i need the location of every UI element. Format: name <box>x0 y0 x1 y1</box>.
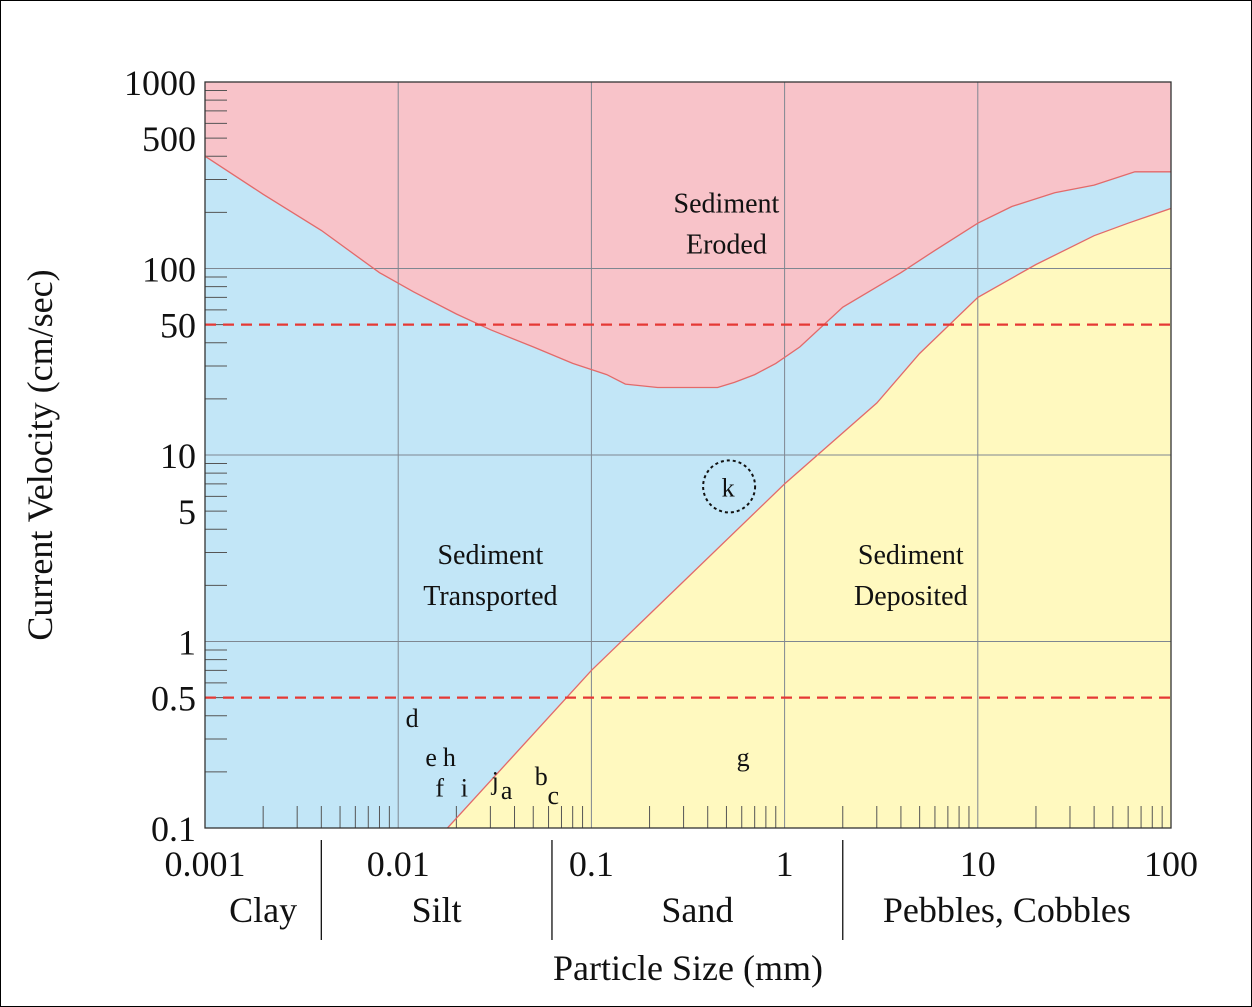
point-label: j <box>491 766 499 795</box>
plot-border <box>204 81 1172 829</box>
point-label: b <box>535 762 548 791</box>
point-label: g <box>737 743 750 772</box>
point-label: c <box>548 781 560 810</box>
size-class-label: Clay <box>229 890 297 930</box>
point-label: h <box>443 743 456 772</box>
point-label: i <box>461 773 468 802</box>
point-circle <box>702 459 757 514</box>
y-tick-label: 1 <box>178 623 196 663</box>
x-tick-label: 100 <box>1144 844 1198 884</box>
y-axis-title: Current Velocity (cm/sec) <box>20 269 60 640</box>
size-class-label: Silt <box>412 890 462 930</box>
x-tick-label: 0.01 <box>367 844 430 884</box>
y-tick-label: 100 <box>142 250 196 290</box>
minor-ticks-layer <box>205 90 1163 828</box>
y-tick-label: 50 <box>160 306 196 346</box>
region-label: Transported <box>423 581 557 612</box>
x-tick-label: 0.001 <box>165 844 246 884</box>
x-tick-label: 0.1 <box>569 844 614 884</box>
region-label: Sediment <box>858 540 964 571</box>
point-label: a <box>501 776 513 805</box>
x-axis-title: Particle Size (mm) <box>553 948 823 988</box>
grid-layer <box>205 82 1171 828</box>
labels-layer: Sediment Eroded Sediment Transported Sedimen… <box>406 188 968 810</box>
region-label: Sediment <box>437 540 543 571</box>
point-label: d <box>406 704 419 733</box>
y-tick-label: 0.5 <box>151 679 196 719</box>
x-tick-label: 1 <box>776 844 794 884</box>
y-tick-label: 0.1 <box>151 809 196 849</box>
y-tick-label: 10 <box>160 436 196 476</box>
x-tick-label: 10 <box>960 844 996 884</box>
y-tick-label: 5 <box>178 492 196 532</box>
point-label: k <box>722 473 735 502</box>
region-label: Sediment <box>674 188 780 219</box>
y-tick-label: 1000 <box>124 63 196 103</box>
region-label: Eroded <box>686 229 767 260</box>
deposited-region <box>447 208 1171 828</box>
y-tick-label: 500 <box>142 119 196 159</box>
region-label: Deposited <box>854 581 968 612</box>
point-label: e <box>425 743 437 772</box>
regions-layer <box>205 82 1171 828</box>
point-label: f <box>435 773 444 802</box>
erosion-curve <box>205 155 1171 389</box>
size-class-label: Pebbles, Cobbles <box>883 890 1131 930</box>
size-class-label: Sand <box>661 890 733 930</box>
